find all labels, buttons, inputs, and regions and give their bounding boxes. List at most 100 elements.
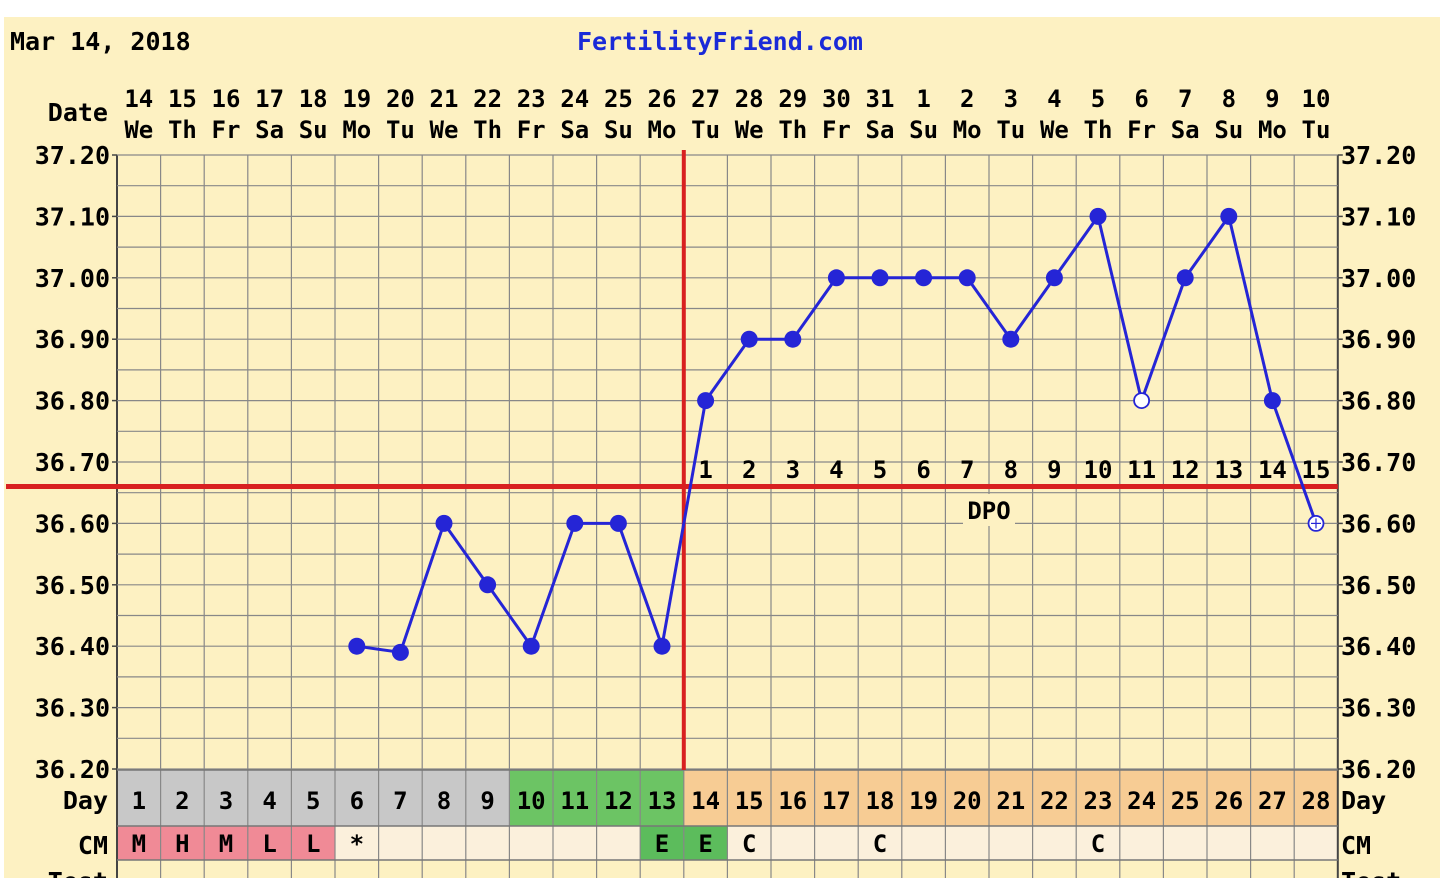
site-name: FertilityFriend.com — [577, 27, 863, 56]
cm-value: C — [1091, 830, 1105, 858]
cm-cell-bg — [509, 826, 553, 860]
day-cell-bg — [335, 770, 379, 826]
date-label-col: 30 — [822, 85, 851, 113]
date-label-col: 18 — [299, 85, 328, 113]
temperature-point — [1089, 207, 1107, 225]
cycle-day-label: 2 — [175, 787, 189, 815]
dpo-number: 7 — [960, 456, 974, 484]
day-cell-bg — [1207, 770, 1251, 826]
y-tick-label-left: 37.10 — [35, 202, 110, 231]
cm-value: E — [698, 830, 712, 858]
cycle-day-label: 8 — [437, 787, 451, 815]
cm-cell-bg — [291, 826, 335, 860]
cycle-day-label: 12 — [604, 787, 633, 815]
dpo-number: 10 — [1084, 456, 1113, 484]
y-tick-label-right: 37.10 — [1341, 202, 1416, 231]
y-tick-label-left: 36.60 — [35, 509, 110, 538]
cycle-day-label: 19 — [909, 787, 938, 815]
day-label-left: Day — [63, 786, 108, 815]
weekday-label-col: Fr — [212, 116, 241, 144]
cm-cell-bg — [1163, 826, 1207, 860]
date-label-col: 29 — [778, 85, 807, 113]
day-cell-bg — [291, 770, 335, 826]
cm-cell-bg — [596, 826, 641, 860]
cm-cell-bg — [553, 826, 597, 860]
date-label-col: 17 — [255, 85, 284, 113]
weekday-label-col: Su — [604, 116, 633, 144]
cm-value: C — [742, 830, 756, 858]
weekday-label-col: Su — [299, 116, 328, 144]
cycle-day-label: 1 — [132, 787, 146, 815]
date-label-col: 26 — [648, 85, 677, 113]
y-tick-label-right: 36.80 — [1341, 387, 1416, 416]
cm-cell-bg — [160, 826, 205, 860]
cm-value: M — [219, 830, 233, 858]
cm-cell-bg — [727, 826, 771, 860]
date-label-col: 22 — [473, 85, 502, 113]
cm-cell-bg — [335, 826, 379, 860]
weekday-label-col: Fr — [1127, 116, 1156, 144]
chart-date: Mar 14, 2018 — [10, 27, 191, 56]
dpo-number: 6 — [916, 456, 930, 484]
day-cell-bg — [117, 770, 161, 826]
day-cell-bg — [204, 770, 248, 826]
weekday-label-col: We — [430, 116, 459, 144]
y-tick-label-left: 36.20 — [35, 755, 110, 784]
day-cell-bg — [160, 770, 205, 826]
temperature-point — [391, 643, 409, 661]
temperature-point — [522, 637, 540, 655]
weekday-label-col: Mo — [953, 116, 982, 144]
temperature-point — [609, 514, 627, 532]
date-label-col: 15 — [168, 85, 197, 113]
temperature-point — [435, 514, 453, 532]
y-tick-label-left: 37.00 — [35, 264, 110, 293]
day-cell-bg — [378, 770, 423, 826]
day-cell-bg — [509, 770, 553, 826]
date-label-col: 9 — [1265, 85, 1279, 113]
weekday-label-col: Tu — [996, 116, 1025, 144]
test-label-right: Test — [1341, 867, 1401, 878]
y-tick-label-left: 36.70 — [35, 448, 110, 477]
weekday-label-col: Fr — [517, 116, 546, 144]
date-label-col: 8 — [1222, 85, 1236, 113]
day-cell-bg — [1119, 770, 1164, 826]
cm-cell-bg — [1032, 826, 1077, 860]
cycle-day-label: 10 — [517, 787, 546, 815]
dpo-number: 2 — [742, 456, 756, 484]
cycle-day-label: 15 — [735, 787, 764, 815]
date-label-col: 19 — [342, 85, 371, 113]
y-tick-label-left: 36.40 — [35, 632, 110, 661]
cm-cell-bg — [204, 826, 248, 860]
cm-cell-bg — [989, 826, 1033, 860]
weekday-label-col: We — [1040, 116, 1069, 144]
day-cell-bg — [771, 770, 815, 826]
temperature-point — [827, 269, 845, 287]
date-label-col: 16 — [212, 85, 241, 113]
cm-cell-bg — [1294, 826, 1338, 860]
cm-cell-bg — [771, 826, 815, 860]
weekday-label-col: We — [735, 116, 764, 144]
day-cell-bg — [1294, 770, 1338, 826]
temperature-point-open — [1133, 392, 1150, 410]
weekday-label-col: Mo — [342, 116, 371, 144]
weekday-label-col: Tu — [691, 116, 720, 144]
cm-cell-bg — [422, 826, 466, 860]
cycle-day-label: 16 — [778, 787, 807, 815]
weekday-label-col: Tu — [1302, 116, 1331, 144]
temperature-point — [958, 269, 976, 287]
cm-cell-bg — [117, 826, 161, 860]
temperature-point — [566, 514, 584, 532]
y-tick-label-right: 37.00 — [1341, 264, 1416, 293]
cycle-day-label: 9 — [480, 787, 494, 815]
date-label-col: 3 — [1004, 85, 1018, 113]
y-tick-label-right: 36.50 — [1341, 571, 1416, 600]
weekday-label-col: Th — [473, 116, 502, 144]
y-tick-label-left: 36.90 — [35, 325, 110, 354]
temperature-point — [1263, 392, 1281, 410]
weekday-label-col: Fr — [822, 116, 851, 144]
weekday-label-col: Su — [909, 116, 938, 144]
temperature-point — [740, 330, 758, 348]
cm-value: C — [873, 830, 887, 858]
dpo-number: 13 — [1214, 456, 1243, 484]
